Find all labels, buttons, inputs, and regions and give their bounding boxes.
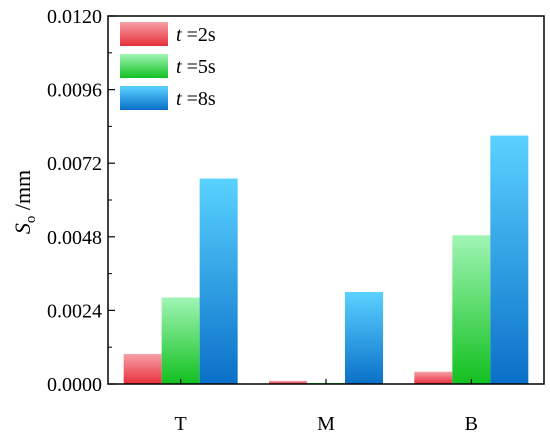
legend-label-1: t =2s <box>176 24 216 46</box>
bar-m-series-3 <box>345 292 383 384</box>
y-tick-label: 0.0000 <box>47 374 102 396</box>
x-tick-label-t: T <box>175 413 187 435</box>
y-tick-label: 0.0024 <box>47 300 102 322</box>
y-tick-label: 0.0048 <box>47 227 102 249</box>
y-axis-title-main: S <box>10 223 35 234</box>
bar-b-series-1 <box>414 371 453 384</box>
y-axis-title-unit: /mm <box>10 170 35 216</box>
legend-swatch-1 <box>120 22 168 46</box>
y-axis-title: So /mm <box>10 170 39 234</box>
bar-t-series-2 <box>161 297 200 384</box>
legend-label-2: t =5s <box>176 56 216 78</box>
legend-swatch-2 <box>120 54 168 78</box>
x-tick-label-m: M <box>317 413 335 435</box>
bar-t-series-1 <box>123 353 162 384</box>
legend: t =2s t =5s t =8s <box>120 22 216 110</box>
axes-group: T M B 0.0000 0.0024 0.0048 0.0072 0.0096 0.0120 <box>47 6 545 435</box>
legend-label-3: t =8s <box>176 88 216 110</box>
bar-t-series-3 <box>199 178 238 384</box>
legend-swatch-3 <box>120 86 168 110</box>
y-tick-label: 0.0072 <box>47 153 102 175</box>
bar-m-series-1 <box>269 380 307 384</box>
bar-b-series-2 <box>452 235 491 384</box>
y-axis-title-sub: o <box>23 216 39 224</box>
y-tick-label: 0.0096 <box>47 80 102 102</box>
bar-b-series-3 <box>490 135 529 384</box>
x-tick-label-b: B <box>465 413 478 435</box>
y-tick-label: 0.0120 <box>47 6 102 28</box>
bars-group <box>123 135 529 384</box>
